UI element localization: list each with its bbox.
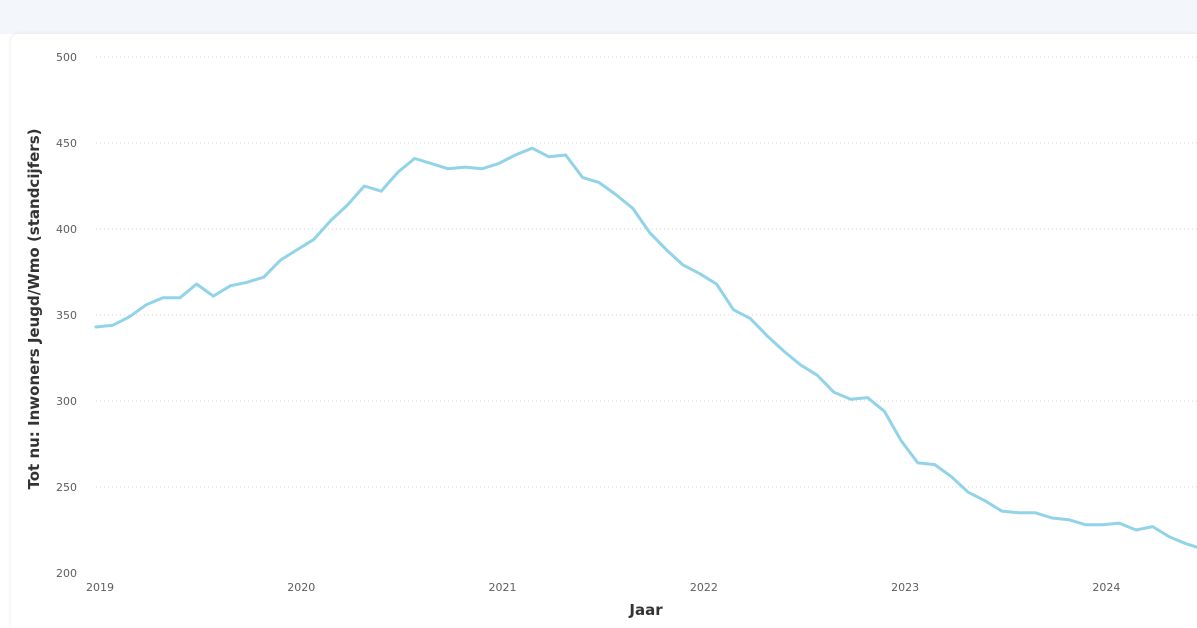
header-strip	[0, 0, 1197, 34]
x-tick-label: 2020	[287, 581, 315, 594]
y-tick-label: 400	[56, 223, 77, 236]
x-tick-label: 2023	[891, 581, 919, 594]
y-tick-label: 250	[56, 481, 77, 494]
x-axis-title: Jaar	[628, 601, 663, 619]
y-tick-label: 450	[56, 137, 77, 150]
x-tick-label: 2021	[489, 581, 517, 594]
y-tick-label: 500	[56, 51, 77, 64]
y-tick-label: 300	[56, 395, 77, 408]
gridlines	[96, 56, 1197, 488]
series-layer	[94, 146, 1197, 549]
x-axis-ticks: 2019 2020 2021 2022 2023 2024	[86, 581, 1120, 594]
y-tick-label: 200	[56, 567, 77, 580]
y-tick-label: 350	[56, 309, 77, 322]
x-tick-label: 2024	[1092, 581, 1120, 594]
series-line-0	[94, 146, 1197, 549]
x-tick-label: 2022	[690, 581, 718, 594]
y-axis-title: Tot nu: Inwoners Jeugd/Wmo (standcijfers…	[25, 129, 43, 490]
x-tick-label: 2019	[86, 581, 114, 594]
y-axis-ticks: 200 250 300 350 400 450 500	[56, 51, 77, 580]
chart-card: 200 250 300 350 400 450 500 2019 2020 2021 2022 20…	[11, 34, 1197, 628]
